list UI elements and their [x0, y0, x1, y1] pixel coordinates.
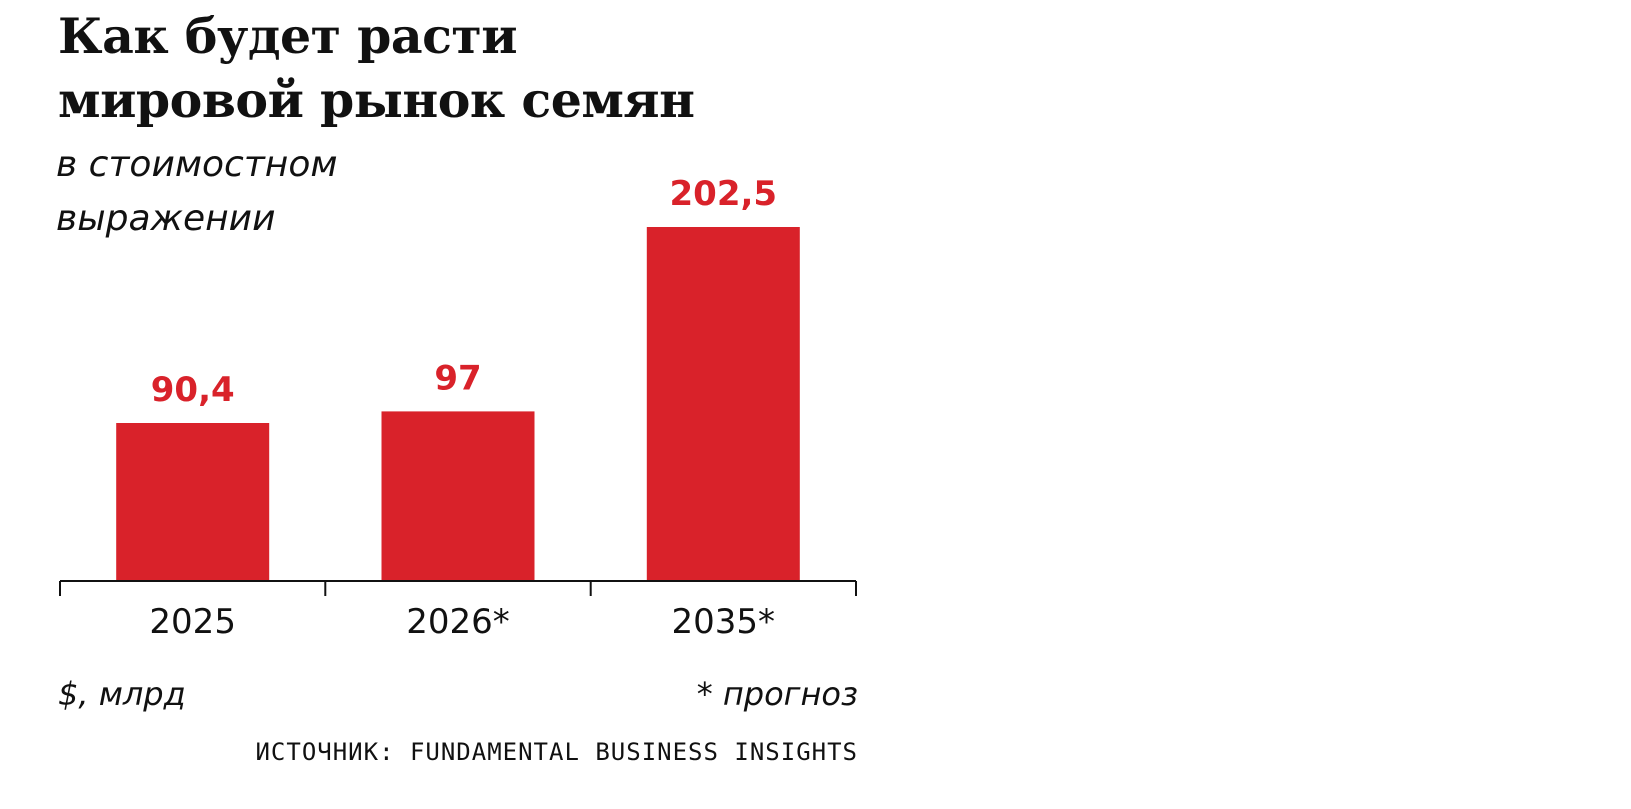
- x-tick-label-1: 2025: [149, 602, 236, 642]
- bar-1: [116, 423, 270, 581]
- source-credit: ИСТОЧНИК: FUNDAMENTAL BUSINESS INSIGHTS: [255, 738, 858, 766]
- bar-value-label-2: 97: [434, 358, 481, 398]
- chart-title: Как будет расти мировой рынок семян: [58, 4, 695, 132]
- unit-label: $, млрд: [58, 675, 186, 713]
- chart-subtitle-line-2: выражении: [56, 198, 276, 239]
- forecast-footnote: * прогноз: [696, 675, 858, 713]
- chart-subtitle: в стоимостном выражении: [56, 138, 338, 246]
- chart-subtitle-line-1: в стоимостном: [56, 144, 338, 185]
- bar-value-label-3: 202,5: [670, 174, 778, 214]
- bar-value-label-1: 90,4: [151, 370, 235, 410]
- chart-title-line-2: мировой рынок семян: [58, 71, 695, 129]
- x-tick-label-2: 2026*: [406, 602, 510, 642]
- bar-3: [646, 227, 800, 581]
- x-tick-label-3: 2035*: [672, 602, 776, 642]
- chart-title-line-1: Как будет расти: [58, 7, 518, 65]
- bar-2: [381, 411, 535, 581]
